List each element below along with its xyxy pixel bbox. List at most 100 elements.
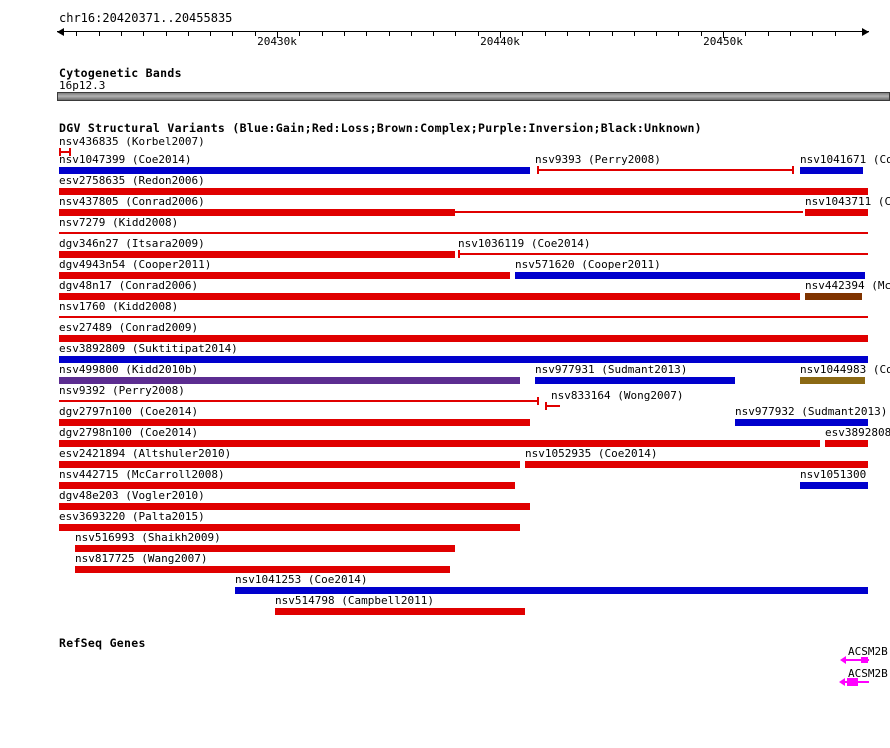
variant-label[interactable]: nsv9392 (Perry2008) [59,384,185,397]
variant-label[interactable]: dgv48e203 (Vogler2010) [59,489,205,502]
variant-label[interactable]: nsv7279 (Kidd2008) [59,216,179,229]
variant-label[interactable]: nsv1041253 (Coe2014) [235,573,368,586]
variant-label[interactable]: nsv436835 (Korbel2007) [59,135,205,148]
variant-bar[interactable] [59,461,520,468]
variant-bar[interactable] [805,209,868,216]
gene-strand-arrow-icon [839,678,845,686]
variant-span[interactable] [537,169,793,171]
variant-label[interactable]: nsv1047399 (Coe2014) [59,153,192,166]
ruler-minor-tick [611,32,613,36]
variant-span[interactable] [59,232,868,234]
ruler-minor-tick [187,32,189,36]
variant-bar[interactable] [525,461,868,468]
variant-label[interactable]: nsv1043711 (Co [805,195,890,208]
variant-bar[interactable] [59,356,868,363]
variant-bar[interactable] [59,440,820,447]
ruler-minor-tick [789,32,791,36]
ruler-minor-tick [522,32,524,36]
variant-bar[interactable] [275,608,525,615]
ruler-major-tick [723,32,724,38]
variant-bar[interactable] [59,209,455,216]
variant-label[interactable]: dgv2797n100 (Coe2014) [59,405,199,418]
variant-bar[interactable] [800,377,865,384]
variant-bar[interactable] [59,419,530,426]
variant-label[interactable]: nsv442715 (McCarroll2008) [59,468,225,481]
ruler-minor-tick [143,32,145,36]
variant-label[interactable]: nsv977931 (Sudmant2013) [535,363,688,376]
variant-bar[interactable] [515,272,865,279]
gene-exon[interactable] [847,678,858,686]
variant-label[interactable]: nsv1051300 [800,468,867,481]
gene-label[interactable]: ACSM2B [848,645,888,658]
variant-end-tick [458,250,460,258]
gene-exon[interactable] [861,657,868,663]
variant-bar[interactable] [800,482,868,489]
variant-bar[interactable] [535,377,735,384]
variant-label[interactable]: nsv571620 (Cooper2011) [515,258,661,271]
ruler-minor-tick [700,32,702,36]
variant-span[interactable] [455,211,803,213]
variant-bar[interactable] [59,524,520,531]
variant-label[interactable]: nsv514798 (Campbell2011) [275,594,434,607]
variant-label[interactable]: esv2758635 (Redon2006) [59,174,205,187]
variant-bar[interactable] [75,566,450,573]
variant-label[interactable]: nsv516993 (Shaikh2009) [75,531,221,544]
variant-label[interactable]: nsv499800 (Kidd2010b) [59,363,199,376]
variant-label[interactable]: nsv9393 (Perry2008) [535,153,661,166]
variant-label[interactable]: nsv1036119 (Coe2014) [458,237,591,250]
variant-label[interactable]: nsv977932 (Sudmant2013) [735,405,888,418]
variant-bar[interactable] [59,272,510,279]
variant-label[interactable]: dgv4943n54 (Cooper2011) [59,258,212,271]
variant-label[interactable]: nsv1052935 (Coe2014) [525,447,658,460]
variant-span[interactable] [458,253,868,255]
variant-label[interactable]: nsv1760 (Kidd2008) [59,300,179,313]
variant-bar[interactable] [59,482,515,489]
variant-bar[interactable] [59,335,868,342]
variant-label[interactable]: nsv833164 (Wong2007) [551,389,684,402]
variant-bar[interactable] [59,377,520,384]
ruler-minor-tick [477,32,479,36]
variant-end-tick [545,402,547,410]
variant-label[interactable]: esv3892809 (Suktitipat2014) [59,342,238,355]
variant-label[interactable]: dgv48n17 (Conrad2006) [59,279,199,292]
cytoband-bar[interactable] [57,92,890,101]
variant-label[interactable]: esv3693220 (Palta2015) [59,510,205,523]
ruler-tick-label: 20440k [480,35,520,48]
variant-bar[interactable] [59,167,530,174]
variant-label[interactable]: esv2421894 (Altshuler2010) [59,447,232,460]
variant-bar[interactable] [235,587,868,594]
variant-label[interactable]: nsv437805 (Conrad2006) [59,195,205,208]
variant-bar[interactable] [800,167,863,174]
variant-bar[interactable] [825,440,868,447]
variant-bar[interactable] [805,293,862,300]
ruler-major-tick [500,32,501,38]
variant-bar[interactable] [59,503,530,510]
variant-span[interactable] [59,316,868,318]
ruler-tick-label: 20430k [257,35,297,48]
gene-label[interactable]: ACSM2B [848,667,888,680]
variant-end-tick [537,166,539,174]
variant-bar[interactable] [735,419,868,426]
variant-end-tick [69,148,71,156]
variant-label[interactable]: nsv442394 (McC [805,279,890,292]
variant-label[interactable]: dgv2798n100 (Coe2014) [59,426,199,439]
variant-label[interactable]: esv27489 (Conrad2009) [59,321,199,334]
cytoband-section-title: Cytogenetic Bands [59,66,182,80]
variant-bar[interactable] [59,188,868,195]
variant-bar[interactable] [59,251,455,258]
variant-label[interactable]: nsv1044983 (Coe [800,363,890,376]
variant-bar[interactable] [75,545,455,552]
variant-span[interactable] [545,405,560,407]
variant-span[interactable] [59,400,538,402]
ruler-major-tick [277,32,278,38]
variant-label[interactable]: dgv346n27 (Itsara2009) [59,237,205,250]
variant-label[interactable]: esv3892808 [825,426,890,439]
ruler-minor-tick [299,32,301,36]
variant-span[interactable] [59,151,70,153]
variant-bar[interactable] [59,293,800,300]
variant-label[interactable]: nsv1041671 (Coe [800,153,890,166]
gene-transcript-line[interactable] [846,659,869,661]
ruler-minor-tick [321,32,323,36]
ruler-minor-tick [589,32,591,36]
variant-label[interactable]: nsv817725 (Wang2007) [75,552,208,565]
